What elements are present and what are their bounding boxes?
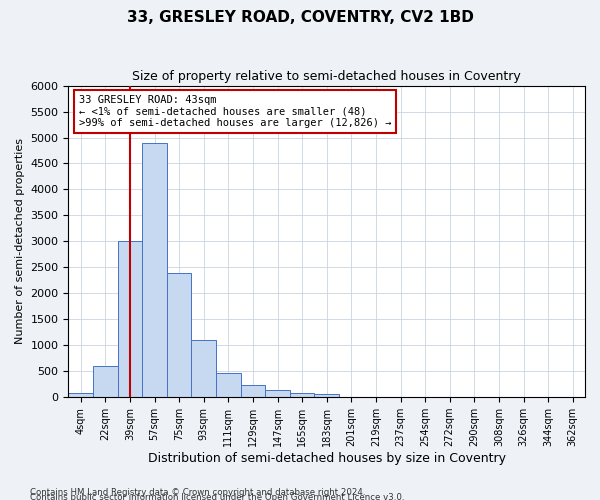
Bar bbox=[216, 374, 241, 397]
Text: 33, GRESLEY ROAD, COVENTRY, CV2 1BD: 33, GRESLEY ROAD, COVENTRY, CV2 1BD bbox=[127, 10, 473, 25]
Bar bbox=[118, 242, 142, 397]
Text: 33 GRESLEY ROAD: 43sqm
← <1% of semi-detached houses are smaller (48)
>99% of se: 33 GRESLEY ROAD: 43sqm ← <1% of semi-det… bbox=[79, 95, 391, 128]
Text: Contains public sector information licensed under the Open Government Licence v3: Contains public sector information licen… bbox=[30, 492, 404, 500]
Bar bbox=[191, 340, 216, 397]
Bar bbox=[68, 393, 93, 397]
Y-axis label: Number of semi-detached properties: Number of semi-detached properties bbox=[15, 138, 25, 344]
X-axis label: Distribution of semi-detached houses by size in Coventry: Distribution of semi-detached houses by … bbox=[148, 452, 506, 465]
Bar bbox=[314, 394, 339, 397]
Bar bbox=[93, 366, 118, 397]
Bar bbox=[167, 272, 191, 397]
Bar bbox=[142, 142, 167, 397]
Bar bbox=[290, 393, 314, 397]
Bar bbox=[265, 390, 290, 397]
Bar bbox=[241, 385, 265, 397]
Text: Contains HM Land Registry data © Crown copyright and database right 2024.: Contains HM Land Registry data © Crown c… bbox=[30, 488, 365, 497]
Title: Size of property relative to semi-detached houses in Coventry: Size of property relative to semi-detach… bbox=[133, 70, 521, 83]
